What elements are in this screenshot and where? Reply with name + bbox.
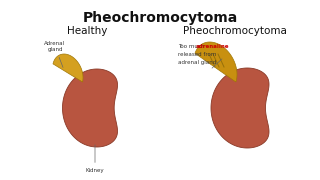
Text: adrenaline: adrenaline: [196, 44, 229, 49]
Polygon shape: [53, 54, 83, 82]
Text: Kidney: Kidney: [86, 145, 104, 173]
Text: adrenal gland: adrenal gland: [178, 60, 216, 65]
Text: released from: released from: [178, 52, 216, 57]
Polygon shape: [211, 68, 269, 148]
Text: Adrenal
gland: Adrenal gland: [44, 41, 66, 67]
Polygon shape: [195, 42, 237, 82]
Polygon shape: [62, 69, 117, 147]
Text: Pheochromocytoma: Pheochromocytoma: [82, 11, 238, 25]
Text: Healthy: Healthy: [67, 26, 107, 36]
Text: Too much: Too much: [178, 44, 206, 49]
Text: Pheochromocytoma: Pheochromocytoma: [183, 26, 287, 36]
